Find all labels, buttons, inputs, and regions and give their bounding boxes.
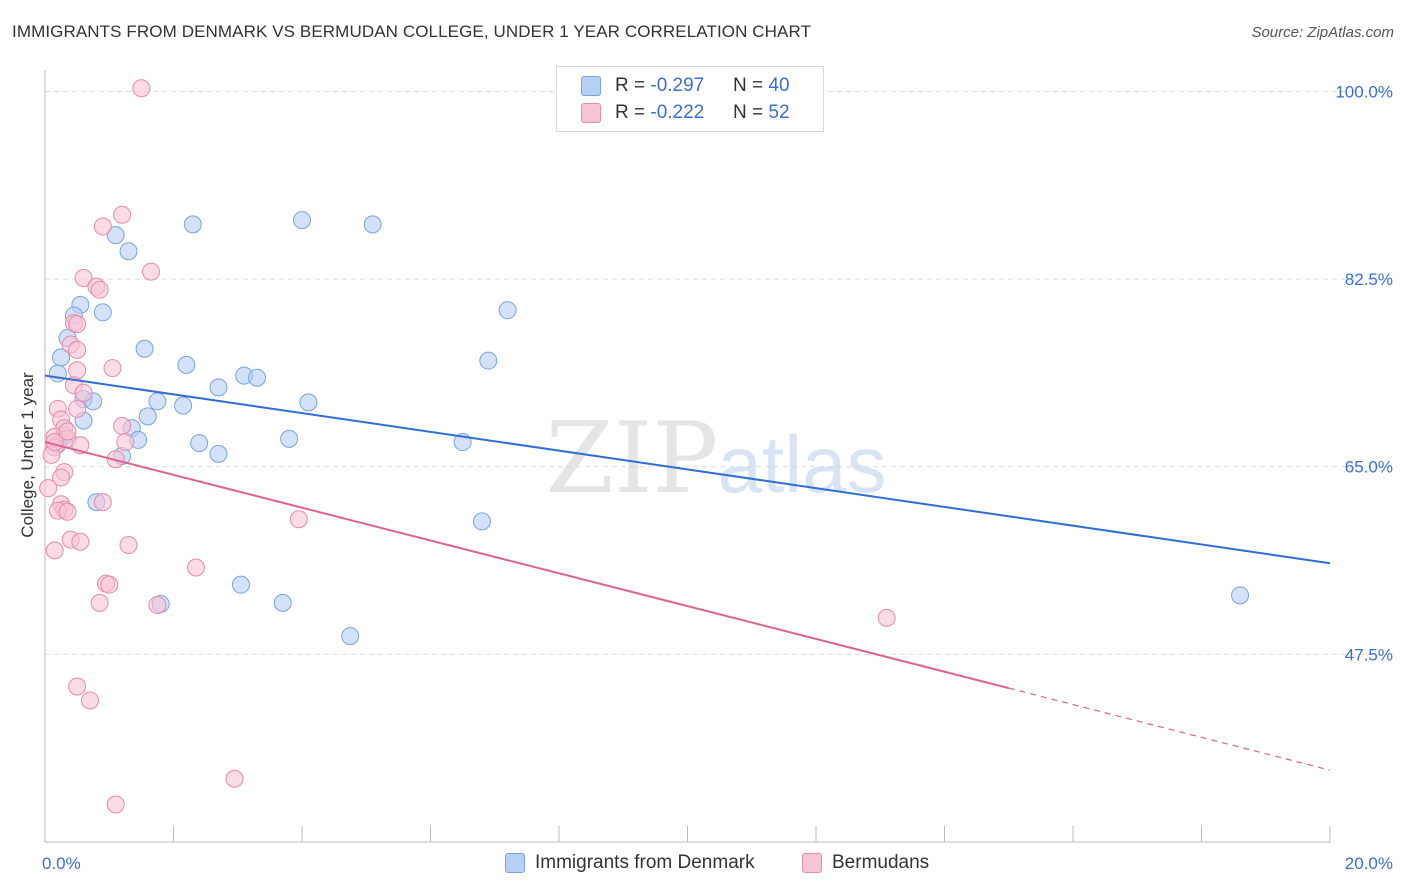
source-credit: Source: ZipAtlas.com bbox=[1251, 24, 1394, 41]
legend-n-value: 52 bbox=[768, 102, 790, 123]
x-tick-label: 0.0% bbox=[42, 854, 81, 873]
y-tick-label: 100.0% bbox=[1335, 82, 1393, 101]
chart-title: IMMIGRANTS FROM DENMARK VS BERMUDAN COLL… bbox=[12, 22, 812, 41]
legend-r-label: R = bbox=[615, 75, 651, 96]
data-point-denmark bbox=[138, 407, 157, 426]
y-tick-label: 82.5% bbox=[1345, 270, 1393, 289]
legend-n-label: N = bbox=[733, 75, 769, 96]
data-point-bermudans bbox=[148, 596, 167, 615]
legend-swatch-blue bbox=[505, 853, 525, 873]
data-point-bermudans bbox=[106, 795, 125, 814]
data-point-denmark bbox=[472, 512, 491, 531]
data-point-denmark bbox=[177, 355, 196, 374]
legend-item-denmark[interactable]: Immigrants from Denmark bbox=[505, 852, 755, 874]
data-point-bermudans bbox=[132, 79, 151, 98]
data-point-denmark bbox=[119, 242, 138, 261]
data-point-denmark bbox=[248, 368, 267, 387]
data-point-bermudans bbox=[113, 205, 132, 224]
trend-line-blue bbox=[44, 374, 1331, 565]
legend-r-value: -0.222 bbox=[650, 102, 705, 123]
data-point-denmark bbox=[209, 378, 228, 397]
watermark-zip: ZIP bbox=[546, 402, 719, 516]
trend-line-pink bbox=[44, 441, 1009, 690]
legend-row-denmark: R = -0.297 N = 40 bbox=[581, 74, 790, 98]
data-point-denmark bbox=[48, 364, 67, 383]
data-point-bermudans bbox=[58, 422, 77, 441]
legend-n-label: N = bbox=[733, 102, 769, 123]
data-point-bermudans bbox=[142, 262, 161, 281]
legend-n-value: 40 bbox=[768, 75, 790, 96]
data-point-bermudans bbox=[74, 383, 93, 402]
data-point-bermudans bbox=[93, 493, 112, 512]
series-legend: Immigrants from Denmark Bermudans bbox=[0, 852, 1406, 878]
data-point-denmark bbox=[363, 215, 382, 234]
data-point-bermudans bbox=[68, 361, 87, 380]
data-point-bermudans bbox=[71, 532, 90, 551]
legend-item-bermudans[interactable]: Bermudans bbox=[802, 852, 929, 874]
data-point-bermudans bbox=[877, 608, 896, 627]
data-point-bermudans bbox=[68, 399, 87, 418]
data-point-bermudans bbox=[68, 340, 87, 359]
data-point-bermudans bbox=[68, 677, 87, 696]
data-point-bermudans bbox=[100, 575, 119, 594]
y-tick-label: 65.0% bbox=[1345, 458, 1393, 477]
y-tick-label: 47.5% bbox=[1345, 645, 1393, 664]
data-point-denmark bbox=[190, 434, 209, 453]
data-point-denmark bbox=[148, 392, 167, 411]
data-point-denmark bbox=[273, 593, 292, 612]
data-point-bermudans bbox=[186, 558, 205, 577]
data-point-bermudans bbox=[90, 280, 109, 299]
legend-row-bermudans: R = -0.222 N = 52 bbox=[581, 101, 790, 125]
data-point-denmark bbox=[498, 301, 517, 320]
data-point-denmark bbox=[341, 627, 360, 646]
data-point-denmark bbox=[293, 211, 311, 230]
y-axis-label: College, Under 1 year bbox=[18, 372, 37, 538]
data-point-bermudans bbox=[119, 535, 138, 554]
data-point-denmark bbox=[209, 444, 228, 463]
data-point-bermudans bbox=[74, 269, 93, 288]
legend-swatch-pink bbox=[581, 103, 601, 123]
legend-r-value: -0.297 bbox=[650, 75, 705, 96]
data-point-denmark bbox=[479, 351, 498, 370]
data-point-bermudans bbox=[225, 769, 244, 788]
data-point-bermudans bbox=[68, 315, 87, 334]
legend-r-label: R = bbox=[615, 102, 651, 123]
trend-line-extension-pink bbox=[1008, 687, 1331, 771]
legend-swatch-blue bbox=[581, 76, 601, 96]
data-point-bermudans bbox=[113, 416, 132, 435]
data-point-denmark bbox=[231, 575, 250, 594]
x-tick-label: 20.0% bbox=[1345, 854, 1393, 873]
data-point-bermudans bbox=[103, 359, 122, 378]
correlation-legend: R = -0.297 N = 40 R = -0.222 N = 52 bbox=[556, 66, 824, 132]
legend-label: Immigrants from Denmark bbox=[535, 852, 755, 873]
data-point-bermudans bbox=[93, 217, 112, 236]
data-point-bermudans bbox=[80, 691, 99, 710]
data-point-bermudans bbox=[52, 468, 71, 487]
data-point-denmark bbox=[299, 393, 318, 412]
data-point-bermudans bbox=[58, 502, 77, 521]
data-point-bermudans bbox=[289, 510, 308, 529]
data-point-denmark bbox=[1231, 586, 1250, 605]
data-point-denmark bbox=[174, 396, 193, 415]
data-point-bermudans bbox=[116, 433, 135, 452]
data-point-bermudans bbox=[45, 541, 64, 560]
data-point-denmark bbox=[52, 348, 71, 367]
data-point-bermudans bbox=[39, 479, 58, 498]
data-point-bermudans bbox=[90, 593, 109, 612]
data-point-denmark bbox=[93, 303, 112, 322]
data-point-denmark bbox=[280, 429, 299, 448]
data-point-denmark bbox=[106, 226, 125, 245]
data-point-denmark bbox=[135, 339, 154, 358]
data-point-denmark bbox=[183, 215, 202, 234]
legend-swatch-pink bbox=[802, 853, 822, 873]
legend-label: Bermudans bbox=[832, 852, 930, 873]
